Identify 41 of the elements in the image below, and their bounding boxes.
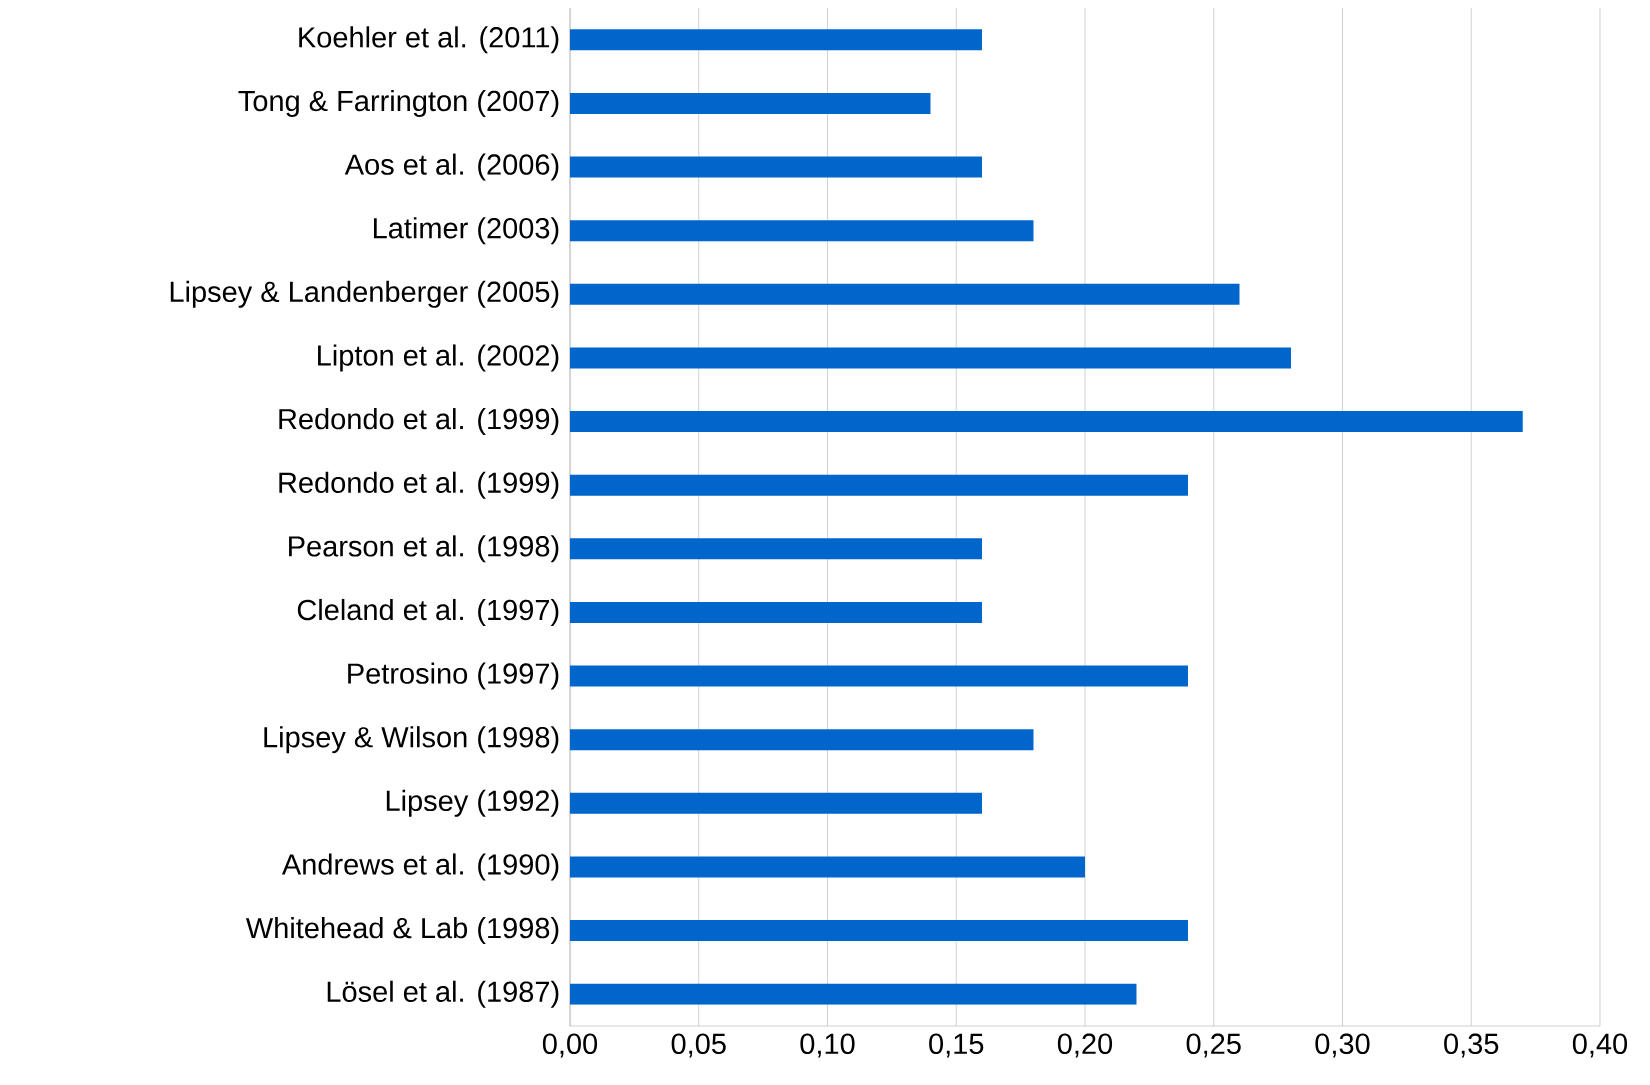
y-tick-label: Koehler et al. (2011) <box>299 26 559 54</box>
bar <box>570 474 1188 496</box>
bar <box>570 792 982 814</box>
x-tick-label: 0,00 <box>542 1033 598 1058</box>
y-tick-label: Pearson et al. (1998) <box>289 535 559 563</box>
bar <box>570 283 1240 305</box>
bar <box>570 856 1085 878</box>
x-tick-label: 0,10 <box>800 1033 855 1058</box>
x-tick-label: 0,20 <box>1057 1033 1113 1058</box>
bar <box>570 92 931 114</box>
y-tick-label: Lipton et al. (2002) <box>318 344 559 372</box>
x-tick-label: 0,40 <box>1572 1033 1628 1058</box>
bar <box>570 538 982 560</box>
y-tick-label: Redondo et al. (1999) <box>279 408 559 436</box>
bar <box>570 347 1291 369</box>
bar <box>570 220 1034 242</box>
bar <box>570 665 1188 687</box>
y-tick-label: Tong & Farrington (2007) <box>238 89 559 117</box>
y-tick-label: Cleland et al. (1997) <box>297 598 559 626</box>
bar <box>570 156 982 178</box>
y-tick-label: Redondo et al. (1999) <box>279 471 559 499</box>
bar <box>570 601 982 623</box>
bar <box>570 920 1188 942</box>
x-tick-label: 0,05 <box>671 1033 726 1058</box>
x-tick-label: 0,25 <box>1186 1033 1241 1058</box>
y-tick-label: Whitehead & Lab (1998) <box>245 917 559 945</box>
bar <box>570 29 982 51</box>
bar <box>570 983 1137 1005</box>
y-tick-label: Lipsey (1992) <box>386 789 559 817</box>
y-tick-label: Lipsey & Wilson (1998) <box>264 726 559 754</box>
y-tick-label: Andrews et al. (1990) <box>281 853 559 881</box>
x-tick-label: 0,15 <box>929 1033 984 1058</box>
y-tick-label: Aos et al. (2006) <box>344 153 559 181</box>
y-tick-label: Lösel et al. (1987) <box>327 980 559 1008</box>
x-tick-label: 0,30 <box>1315 1033 1370 1058</box>
y-tick-label: Petrosino (1997) <box>348 662 559 690</box>
y-tick-label: Lipsey & Landenberger (2005) <box>170 280 559 308</box>
bar <box>570 411 1523 433</box>
bar <box>570 729 1034 751</box>
x-tick-label: 0,35 <box>1444 1033 1499 1058</box>
y-tick-label: Latimer (2003) <box>374 217 559 245</box>
